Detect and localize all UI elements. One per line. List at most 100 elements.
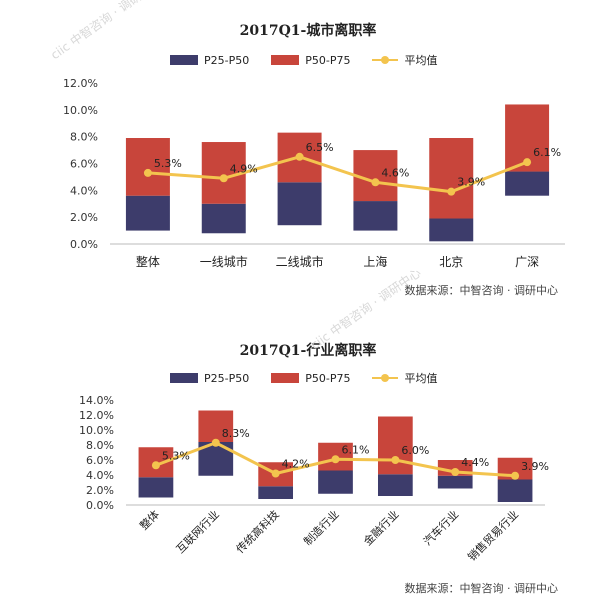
industry-average-data-label: 3.9% <box>521 460 549 473</box>
legend-item-average: 平均值 <box>372 52 437 68</box>
city-bar-p25-p50 <box>353 201 398 231</box>
city-category-label: 一线城市 <box>200 254 248 269</box>
city-y-tick-label: 0.0% <box>70 238 98 251</box>
industry-average-data-label: 5.3% <box>162 449 190 462</box>
industry-average-point <box>271 469 280 478</box>
legend-item-p25-p50: P25-P50 <box>170 54 249 67</box>
industry-category-label: 销售贸易行业 <box>465 507 522 564</box>
legend-swatch-average <box>372 56 399 64</box>
industry-chart-legend: P25-P50 P50-P75 平均值 <box>170 370 437 386</box>
industry-bar-p25-p50 <box>318 470 353 494</box>
industry-average-point <box>211 438 220 447</box>
industry-bar-p50-p75 <box>198 410 234 442</box>
city-turnover-panel: 2017Q1-城市离职率 P25-P50 P50-P75 平均值 0.0% 2.0… <box>0 0 616 300</box>
city-bar-p50-p75 <box>429 138 474 219</box>
industry-chart-source: 数据来源：中智咨询 · 调研中心 <box>404 582 559 595</box>
legend-item-p50-p75: P50-P75 <box>271 54 350 67</box>
city-category-label: 整体 <box>136 254 160 269</box>
city-average-data-label: 3.9% <box>457 176 485 189</box>
city-average-data-label: 5.3% <box>154 157 182 170</box>
industry-category-label: 汽车行业 <box>420 507 461 548</box>
city-bar-p50-p75 <box>353 150 398 202</box>
legend-swatch-p50-p75 <box>271 55 300 65</box>
industry-category-label: 传统高科技 <box>233 507 282 556</box>
city-category-label: 上海 <box>363 254 387 269</box>
city-y-tick-label: 12.0% <box>63 77 98 90</box>
city-bar-p25-p50 <box>429 218 474 242</box>
industry-y-tick-label: 12.0% <box>79 409 114 422</box>
legend-label-average: 平均值 <box>404 54 438 67</box>
industry-average-point <box>451 468 460 476</box>
legend-item-p50-p75: P50-P75 <box>271 372 350 385</box>
industry-average-data-label: 6.1% <box>342 443 370 456</box>
industry-average-data-label: 6.0% <box>401 444 429 457</box>
industry-average-point <box>511 471 520 480</box>
city-average-point <box>143 168 152 177</box>
industry-average-point <box>151 461 160 470</box>
industry-bar-p25-p50 <box>377 474 413 496</box>
legend-item-average: 平均值 <box>372 370 437 386</box>
industry-bar-p25-p50 <box>497 479 533 502</box>
city-average-data-label: 4.9% <box>230 162 258 175</box>
city-bar-p25-p50 <box>277 182 322 226</box>
industry-chart-title: 2017Q1-行业离职率 <box>239 343 377 359</box>
industry-y-tick-label: 6.0% <box>86 454 114 467</box>
city-chart-source: 数据来源：中智咨询 · 调研中心 <box>404 284 559 297</box>
industry-average-data-label: 4.2% <box>282 458 310 471</box>
city-bar-p25-p50 <box>125 195 170 231</box>
city-chart-title: 2017Q1-城市离职率 <box>239 23 377 39</box>
city-average-point <box>447 187 456 196</box>
city-bar-p25-p50 <box>505 171 550 196</box>
industry-category-label: 金融行业 <box>360 507 401 548</box>
city-category-label: 北京 <box>439 255 463 269</box>
city-average-line <box>147 155 528 194</box>
city-chart-legend: P25-P50 P50-P75 平均值 <box>170 52 437 68</box>
legend-label-p25-p50: P25-P50 <box>204 53 250 67</box>
legend-label-p50-p75: P50-P75 <box>305 53 351 67</box>
industry-average-data-label: 8.3% <box>222 427 250 440</box>
industry-average-data-label: 4.4% <box>461 456 489 469</box>
industry-category-label: 整体 <box>137 507 162 532</box>
industry-chart-plot: 0.0% 2.0% 4.0% 6.0% 8.0% 10.0% 12.0% 14.0% 5.3% 8… <box>79 394 549 564</box>
legend-swatch-average <box>372 374 399 382</box>
legend-swatch-p25-p50 <box>170 55 198 65</box>
industry-y-tick-label: 4.0% <box>86 469 114 482</box>
city-y-tick-label: 4.0% <box>70 184 98 197</box>
city-category-label: 广深 <box>515 255 539 269</box>
city-average-data-label: 6.1% <box>533 146 561 159</box>
city-bar-p50-p75 <box>125 138 170 196</box>
city-y-tick-label: 10.0% <box>63 104 98 117</box>
legend-item-p25-p50: P25-P50 <box>170 372 249 385</box>
city-average-data-label: 6.5% <box>306 141 334 154</box>
legend-label-p25-p50: P25-P50 <box>204 371 250 385</box>
city-average-data-label: 4.6% <box>381 166 409 179</box>
industry-average-point <box>331 455 340 464</box>
city-y-tick-label: 8.0% <box>70 131 98 144</box>
city-y-tick-label: 6.0% <box>70 158 98 171</box>
industry-bar-p25-p50 <box>437 475 473 489</box>
industry-y-tick-label: 8.0% <box>86 439 114 452</box>
legend-swatch-p50-p75 <box>271 373 300 383</box>
industry-y-tick-label: 10.0% <box>79 424 114 437</box>
industry-average-point <box>391 456 400 464</box>
city-average-point <box>371 178 380 187</box>
industry-turnover-panel: 2017Q1-行业离职率 P25-P50 P50-P75 平均值 0.0% 2.0… <box>0 330 616 611</box>
industry-y-tick-label: 0.0% <box>86 499 114 512</box>
industry-bar-p50-p75 <box>377 416 413 475</box>
industry-bar-p25-p50 <box>258 486 294 499</box>
legend-label-average: 平均值 <box>404 372 438 385</box>
industry-y-tick-label: 2.0% <box>86 484 114 497</box>
city-bar-p25-p50 <box>201 203 246 234</box>
city-chart-plot: 0.0% 2.0% 4.0% 6.0% 8.0% 10.0% 12.0% 5.3% 4.9% 6.… <box>63 77 565 269</box>
city-average-point <box>523 158 532 167</box>
city-y-tick-label: 2.0% <box>70 211 98 224</box>
industry-category-label: 互联网行业 <box>174 508 222 556</box>
industry-y-tick-label: 14.0% <box>79 394 114 407</box>
legend-swatch-p25-p50 <box>170 373 198 383</box>
legend-label-p50-p75: P50-P75 <box>305 371 351 385</box>
city-average-point <box>219 174 228 183</box>
city-category-label: 二线城市 <box>276 254 324 269</box>
city-average-point <box>295 152 304 161</box>
industry-category-label: 制造行业 <box>301 507 342 548</box>
industry-bar-p25-p50 <box>138 477 174 498</box>
